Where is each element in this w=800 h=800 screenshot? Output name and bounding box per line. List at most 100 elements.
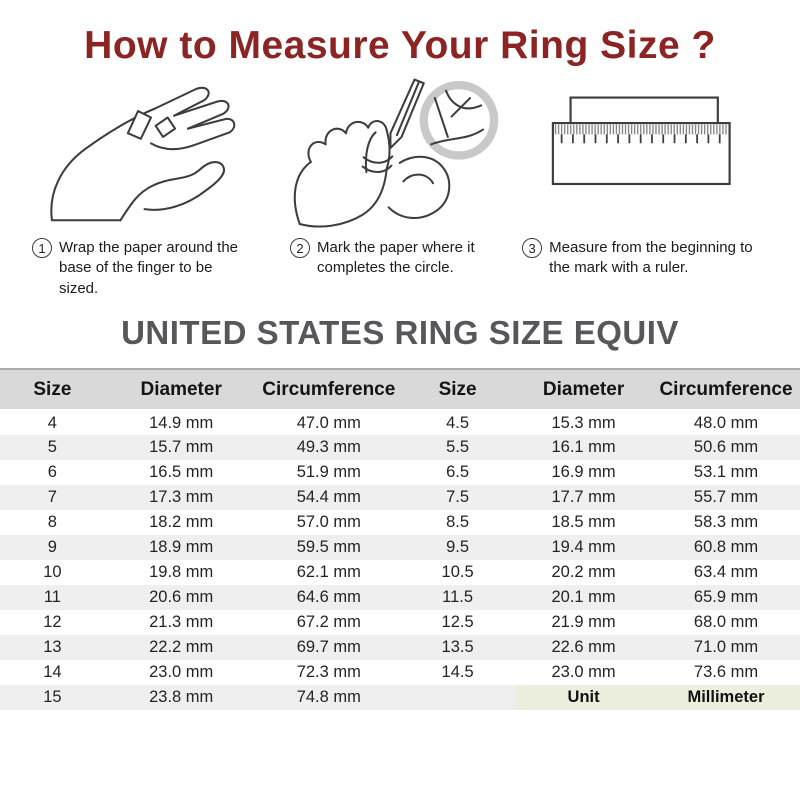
table-cell: 63.4 mm <box>693 563 759 581</box>
table-cell: 65.9 mm <box>693 588 759 606</box>
table-cell: 59.5 mm <box>296 538 361 556</box>
table-cell: 55.7 mm <box>693 488 759 506</box>
table-cell: 20.6 mm <box>149 588 214 606</box>
table-cell <box>400 685 515 710</box>
table-row: 12 21.3 mm 67.2 mm 12.5 21.9 mm 68.0 mm <box>0 610 800 635</box>
table-cell: 47.0 mm <box>296 413 361 432</box>
table-cell: 8.5 <box>446 513 470 531</box>
page-title: How to Measure Your Ring Size ? <box>84 24 716 67</box>
table-cell: 15 <box>43 688 62 706</box>
table-cell: 16.5 mm <box>149 463 214 481</box>
table-row: 8 18.2 mm 57.0 mm 8.5 18.5 mm 58.3 mm <box>0 510 800 535</box>
table-row: 11 20.6 mm 64.6 mm 11.5 20.1 mm 65.9 mm <box>0 585 800 610</box>
hand-marking-pencil-icon <box>293 78 499 228</box>
step-1-caption: 1 Wrap the paper around the base of the … <box>32 238 276 299</box>
table-cell: 11 <box>43 588 61 606</box>
col-header-circumference-left: Circumference <box>257 368 400 411</box>
table-cell: 14.5 <box>441 663 474 681</box>
table-cell: 14.9 mm <box>149 413 214 432</box>
table-cell: 22.2 mm <box>149 638 214 656</box>
table-cell: 18.9 mm <box>149 538 214 556</box>
table-body: 4 14.9 mm 47.0 mm 4.5 15.3 mm 48.0 mm 5 15.7 mm… <box>0 410 800 710</box>
table-cell: 13.5 <box>441 638 474 656</box>
step-caption-text: Mark the paper where it completes the ci… <box>317 239 475 277</box>
step-2: 2 Mark the paper where it completes the … <box>276 74 516 280</box>
table-row: 9 18.9 mm 59.5 mm 9.5 19.4 mm 60.8 mm <box>0 535 800 560</box>
table-cell: 17.3 mm <box>149 488 214 506</box>
table-cell: 7 <box>47 488 57 506</box>
table-row: 14 23.0 mm 72.3 mm 14.5 23.0 mm 73.6 mm <box>0 660 800 685</box>
table-cell: 23.0 mm <box>149 663 214 681</box>
table-cell: 9 <box>47 538 57 556</box>
table-cell: Millimeter <box>651 685 800 710</box>
table-cell: 16.9 mm <box>551 463 616 481</box>
table-cell: 7.5 <box>446 488 470 506</box>
table-cell: 54.4 mm <box>296 488 361 506</box>
table-cell: 68.0 mm <box>693 613 759 631</box>
table-row: 10 19.8 mm 62.1 mm 10.5 20.2 mm 63.4 mm <box>0 560 800 585</box>
step-caption-text: Wrap the paper around the base of the fi… <box>59 239 239 297</box>
step-3-caption: 3 Measure from the beginning to the mark… <box>522 238 794 279</box>
table-cell: 57.0 mm <box>296 513 361 531</box>
table-cell: 51.9 mm <box>296 463 361 481</box>
table-cell: 15.7 mm <box>149 438 214 456</box>
table-row: 6 16.5 mm 51.9 mm 6.5 16.9 mm 53.1 mm <box>0 460 800 485</box>
table-cell: 6.5 <box>446 463 470 481</box>
col-header-size-left: Size <box>0 368 105 411</box>
table-heading: UNITED STATES RING SIZE EQUIV <box>121 314 679 351</box>
table-cell: 64.6 mm <box>296 588 361 606</box>
step-2-illustration <box>276 74 516 236</box>
col-header-circumference-right: Circumference <box>651 368 800 411</box>
table-cell: 14 <box>43 663 62 681</box>
table-cell: 18.2 mm <box>149 513 214 531</box>
table-cell: 69.7 mm <box>296 638 361 656</box>
table-cell: 21.3 mm <box>149 613 214 631</box>
table-cell: 10 <box>43 563 62 581</box>
step-2-caption: 2 Mark the paper where it completes the … <box>290 238 516 279</box>
table-cell: 4.5 <box>446 413 470 432</box>
magnifier-circle-icon <box>419 80 499 160</box>
hand-with-paper-strip-icon <box>50 86 236 222</box>
table-cell: 4 <box>47 413 57 432</box>
steps-row: 1 Wrap the paper around the base of the … <box>0 68 800 297</box>
col-header-size-right: Size <box>399 368 516 411</box>
table-cell: 74.8 mm <box>296 688 361 706</box>
table-cell: 9.5 <box>446 538 470 556</box>
step-number-badge: 3 <box>522 238 543 258</box>
table-cell: 12 <box>43 613 62 631</box>
table-cell: 18.5 mm <box>551 513 616 531</box>
step-3-illustration <box>516 74 794 236</box>
table-cell: 6 <box>47 463 57 481</box>
table-cell: 48.0 mm <box>693 413 759 432</box>
table-cell: 10.5 <box>441 563 474 581</box>
step-caption-text: Measure from the beginning to the mark w… <box>549 239 753 277</box>
table-cell: 15.3 mm <box>551 413 616 432</box>
ring-size-table: Size Diameter Circumference Size Diamete… <box>0 368 800 710</box>
table-cell: 19.8 mm <box>149 563 214 581</box>
step-3: 3 Measure from the beginning to the mark… <box>516 74 794 280</box>
table-cell: 71.0 mm <box>693 638 759 656</box>
table-cell: 20.1 mm <box>551 588 616 606</box>
table-cell: 23.0 mm <box>551 663 616 681</box>
table-row: 15 23.8 mm 74.8 mm Unit Millimeter <box>0 685 800 710</box>
table-cell: 16.1 mm <box>551 438 616 456</box>
col-header-diameter-left: Diameter <box>104 368 258 411</box>
step-number-badge: 2 <box>290 238 311 258</box>
table-cell: 67.2 mm <box>296 613 361 631</box>
table-row: 7 17.3 mm 54.4 mm 7.5 17.7 mm 55.7 mm <box>0 485 800 510</box>
table-cell: 12.5 <box>441 613 474 631</box>
table-row: 13 22.2 mm 69.7 mm 13.5 22.6 mm 71.0 mm <box>0 635 800 660</box>
table-row: 5 15.7 mm 49.3 mm 5.5 16.1 mm 50.6 mm <box>0 435 800 460</box>
table-cell: 5.5 <box>446 438 470 456</box>
table-cell: 13 <box>43 638 62 656</box>
table-cell: 22.6 mm <box>551 638 616 656</box>
step-1: 1 Wrap the paper around the base of the … <box>26 74 276 297</box>
table-cell: 20.2 mm <box>551 563 616 581</box>
table-cell: 21.9 mm <box>551 613 616 631</box>
table-cell: 23.8 mm <box>149 688 214 706</box>
table-cell: 5 <box>47 438 57 456</box>
table-row: 4 14.9 mm 47.0 mm 4.5 15.3 mm 48.0 mm <box>0 410 800 435</box>
ruler-with-paper-icon <box>551 96 731 186</box>
table-cell: 62.1 mm <box>296 563 361 581</box>
